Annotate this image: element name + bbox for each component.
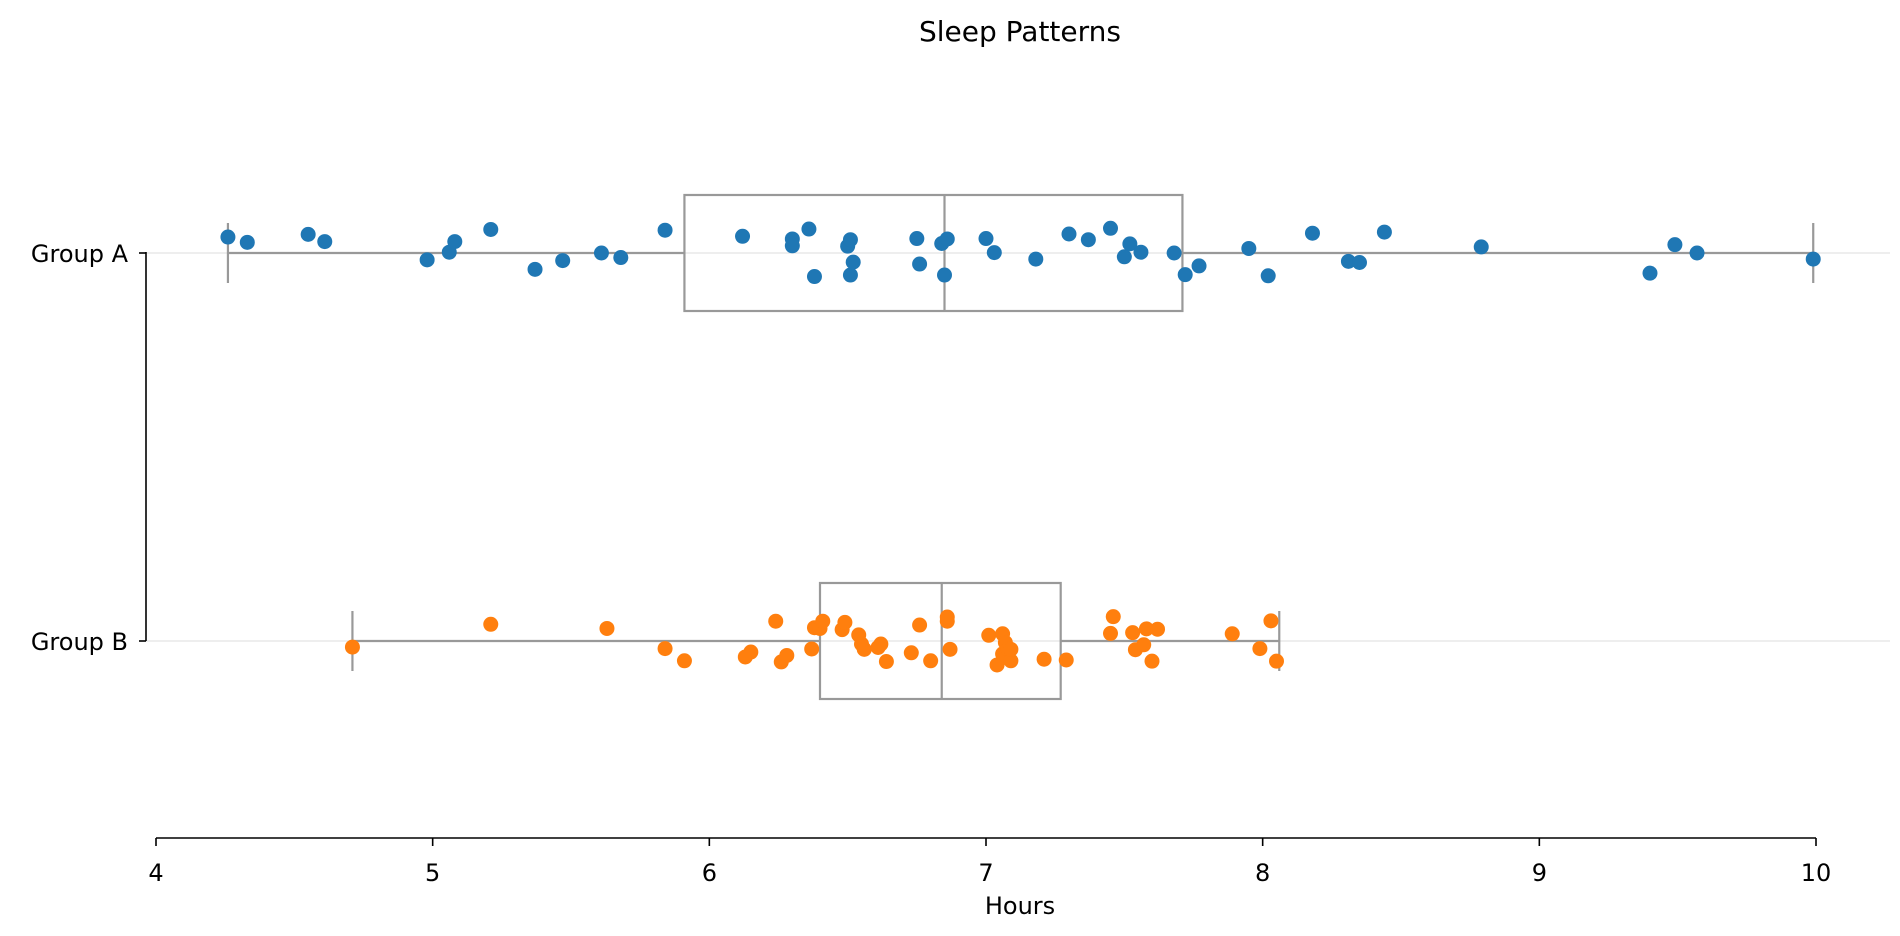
data-point bbox=[981, 627, 997, 643]
data-point bbox=[239, 234, 255, 250]
data-point bbox=[657, 222, 673, 238]
data-point bbox=[1191, 258, 1207, 274]
data-point bbox=[1103, 220, 1118, 236]
data-point bbox=[878, 654, 894, 670]
data-point bbox=[1105, 609, 1121, 625]
x-axis-ticks: 4 5 6 7 8 9 10 bbox=[148, 838, 1831, 887]
data-point bbox=[1269, 653, 1284, 669]
data-point bbox=[1166, 245, 1182, 261]
data-point bbox=[1263, 613, 1279, 629]
data-point bbox=[1061, 226, 1077, 242]
data-point bbox=[1252, 641, 1268, 657]
data-point bbox=[1689, 245, 1705, 261]
data-point bbox=[856, 641, 872, 657]
data-point bbox=[978, 231, 994, 247]
data-point bbox=[527, 261, 543, 277]
x-tick-label: 6 bbox=[702, 859, 717, 887]
data-point bbox=[1642, 265, 1658, 281]
group-a-box bbox=[683, 193, 1184, 313]
boxes bbox=[226, 193, 1815, 701]
data-point bbox=[845, 254, 861, 270]
data-point bbox=[743, 644, 759, 660]
data-point bbox=[1144, 653, 1160, 669]
data-point bbox=[1260, 268, 1276, 284]
chart-title: Sleep Patterns bbox=[919, 15, 1121, 48]
data-point bbox=[220, 229, 236, 245]
data-point bbox=[837, 614, 853, 630]
data-point bbox=[937, 267, 952, 283]
data-point bbox=[1150, 621, 1166, 637]
data-point bbox=[942, 641, 958, 657]
y-tick-label: Group A bbox=[31, 240, 129, 268]
data-point bbox=[1136, 637, 1152, 653]
data-point bbox=[1340, 253, 1356, 269]
data-point bbox=[779, 647, 795, 663]
data-point bbox=[1224, 626, 1240, 642]
data-point bbox=[903, 645, 919, 661]
data-point bbox=[613, 250, 629, 266]
data-point bbox=[1080, 232, 1096, 248]
x-tick-label: 4 bbox=[148, 859, 163, 887]
data-point bbox=[912, 256, 928, 272]
data-point bbox=[804, 641, 820, 657]
data-point bbox=[1103, 625, 1118, 641]
data-point bbox=[909, 231, 925, 247]
data-point bbox=[986, 245, 1002, 261]
data-point bbox=[939, 231, 955, 247]
data-point bbox=[873, 636, 889, 652]
x-tick-label: 5 bbox=[425, 859, 440, 887]
data-point bbox=[1003, 653, 1019, 669]
data-point bbox=[1473, 239, 1489, 255]
data-point bbox=[1133, 244, 1149, 260]
data-point bbox=[593, 245, 609, 261]
data-point bbox=[1177, 267, 1193, 283]
data-point bbox=[657, 641, 673, 657]
data-point bbox=[1376, 224, 1392, 240]
data-points bbox=[220, 220, 1821, 673]
x-tick-label: 8 bbox=[1255, 859, 1270, 887]
x-tick-label: 9 bbox=[1532, 859, 1547, 887]
x-tick-label: 10 bbox=[1801, 859, 1832, 887]
data-point bbox=[768, 613, 784, 629]
data-point bbox=[676, 653, 692, 669]
x-axis-label: Hours bbox=[985, 892, 1055, 920]
data-point bbox=[483, 616, 499, 632]
data-point bbox=[842, 232, 858, 248]
data-point bbox=[1122, 236, 1138, 252]
data-point bbox=[1003, 641, 1019, 657]
data-point bbox=[1667, 237, 1683, 253]
data-point bbox=[939, 609, 955, 625]
data-point bbox=[419, 252, 435, 268]
data-point bbox=[1241, 240, 1257, 256]
data-point bbox=[1352, 255, 1367, 270]
data-point bbox=[784, 238, 800, 254]
data-point bbox=[815, 613, 831, 629]
y-tick-label: Group B bbox=[31, 628, 128, 656]
group-b-box bbox=[818, 581, 1062, 701]
data-point bbox=[1116, 249, 1132, 265]
y-axis-ticks: Group A Group B bbox=[31, 240, 146, 656]
data-point bbox=[1125, 625, 1141, 641]
data-point bbox=[483, 221, 499, 237]
data-point bbox=[735, 228, 751, 244]
data-point bbox=[923, 653, 939, 669]
data-point bbox=[1028, 251, 1044, 267]
data-point bbox=[317, 234, 333, 250]
x-tick-label: 7 bbox=[978, 859, 993, 887]
data-point bbox=[555, 253, 571, 269]
data-point bbox=[1058, 652, 1074, 668]
data-point bbox=[912, 617, 928, 633]
data-point bbox=[599, 620, 615, 636]
data-point bbox=[344, 639, 360, 655]
data-point bbox=[447, 234, 463, 250]
data-point bbox=[842, 267, 858, 283]
data-point bbox=[1138, 621, 1154, 637]
data-point bbox=[1304, 225, 1320, 241]
data-point bbox=[1805, 251, 1821, 267]
data-point bbox=[806, 269, 822, 285]
data-point bbox=[801, 221, 817, 237]
data-point bbox=[1036, 651, 1052, 667]
data-point bbox=[300, 226, 316, 242]
